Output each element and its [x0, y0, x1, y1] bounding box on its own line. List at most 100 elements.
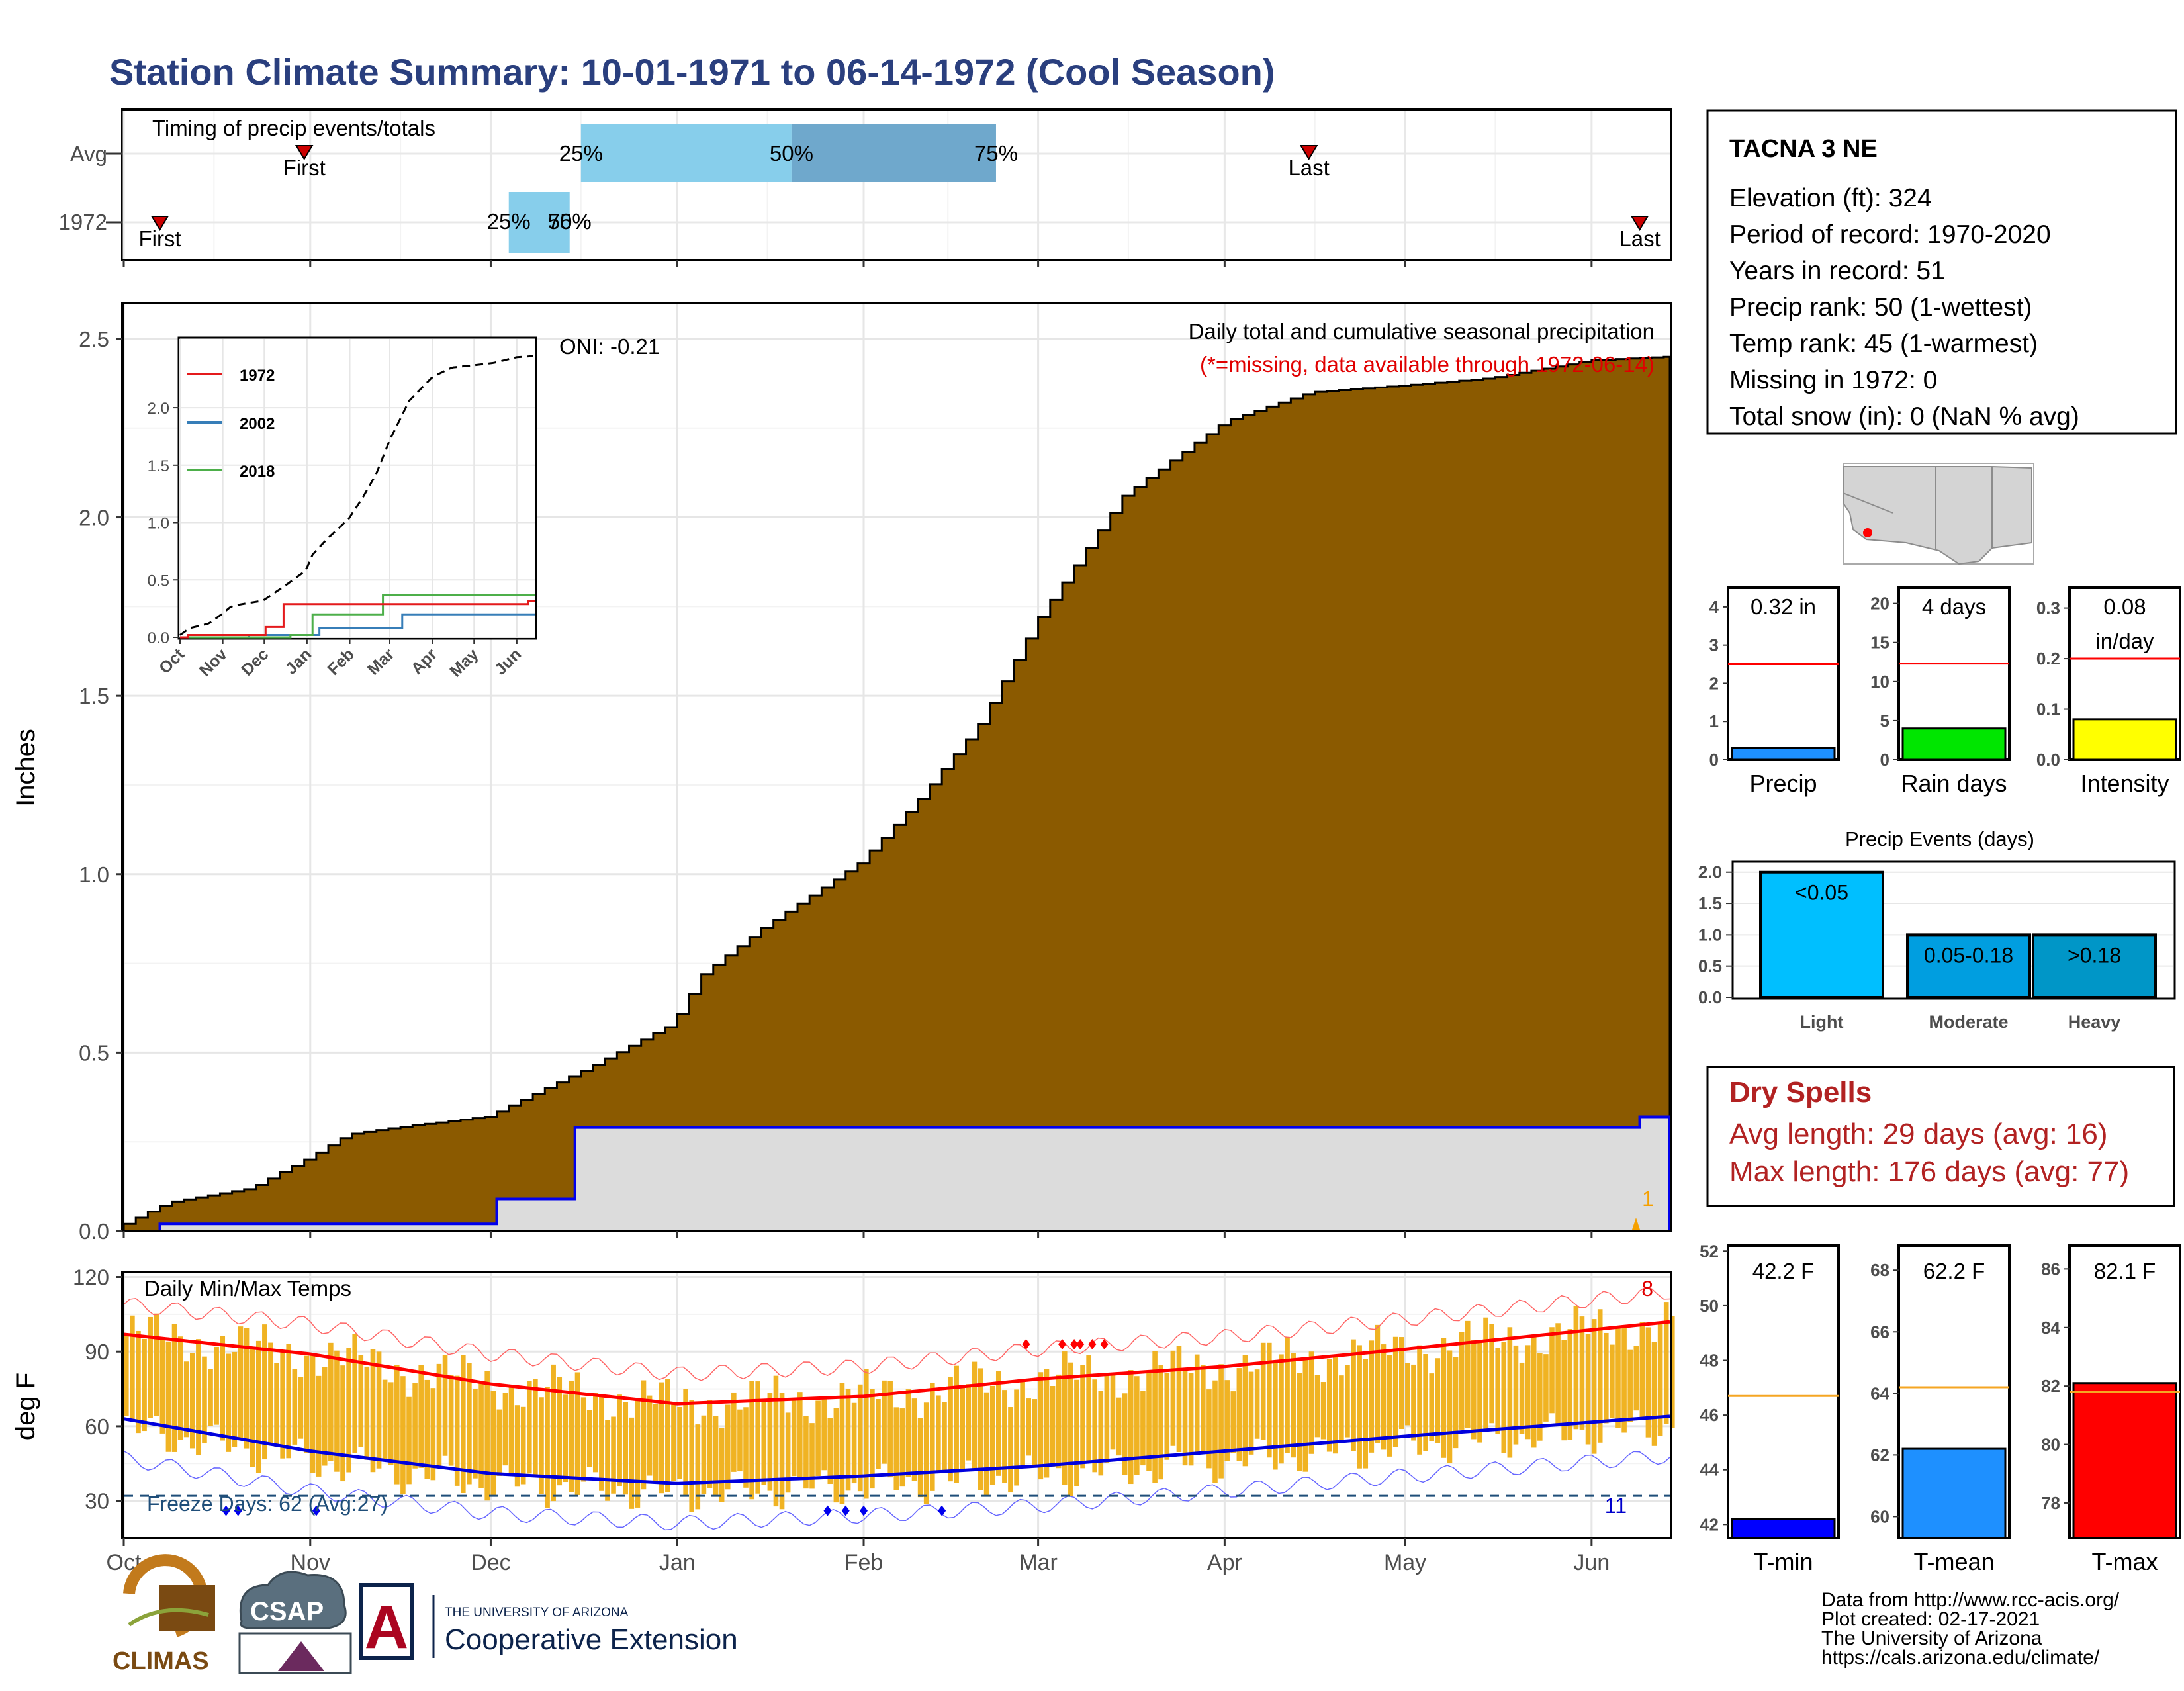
daily-temp-bar [1098, 1391, 1104, 1476]
daily-temp-bar [737, 1409, 743, 1472]
precip-bar [1731, 747, 1836, 761]
small-bar-ytick-label: 0.2 [2036, 649, 2060, 668]
t-min-chart-frame [1727, 1244, 1840, 1539]
daily-temp-bar [1164, 1373, 1170, 1460]
daily-temp-bar [1465, 1320, 1471, 1428]
temp-bar-ytick-label: 50 [1700, 1296, 1719, 1316]
daily-temp-bar [1279, 1354, 1284, 1464]
1972-first-marker [150, 216, 169, 231]
daily-temp-bar [1267, 1342, 1272, 1458]
x-axis-label: Jun [1573, 1550, 1610, 1575]
t-mean-label: T-mean [1913, 1548, 1994, 1575]
daily-temp-bar [893, 1407, 899, 1490]
daily-temp-bar [929, 1383, 935, 1491]
temp-bar-charts: 42 44 46 48 50 52 42.2 F T-min 60 62 64 66 68 62.2 F T… [1700, 1241, 2181, 1575]
daily-temp-bar [773, 1375, 779, 1507]
daily-temp-bar [467, 1363, 472, 1485]
daily-temp-bar [1441, 1338, 1447, 1458]
daily-temp-bar [1363, 1359, 1369, 1469]
daily-temp-bar [196, 1339, 201, 1455]
university-of-arizona-logo: A THE UNIVERSITY OF ARIZONA Cooperative … [359, 1583, 738, 1661]
daily-temp-bar [1128, 1370, 1134, 1485]
daily-temp-bar [1056, 1374, 1062, 1469]
small-bar-ytick-label: 15 [1870, 633, 1889, 653]
small-bar-value: 0.08 [2103, 594, 2146, 619]
daily-temp-bar [983, 1392, 989, 1496]
daily-temp-bar [611, 1416, 616, 1494]
daily-temp-bar [346, 1348, 351, 1473]
daily-temp-bar [1320, 1382, 1326, 1440]
inset-ytick-label: 1.0 [148, 515, 169, 533]
footer-line-3: The University of Arizona [1821, 1627, 2042, 1649]
daily-temp-bar [1014, 1389, 1019, 1486]
daily-temp-bar [1140, 1391, 1146, 1466]
temp-bar-ytick-label: 68 [1870, 1260, 1889, 1280]
small-bar-charts: 0 1 2 3 4 0.32 in Precip 0 5 10 15 20 4 days Rain day… [1709, 586, 2181, 797]
moderate-events-bar [1906, 933, 2031, 999]
max-record-count: 8 [1641, 1277, 1653, 1301]
daily-temp-bar [833, 1408, 839, 1503]
small-bar-value: 4 days [1922, 594, 1986, 619]
legend-2002: 2002 [240, 415, 275, 433]
daily-temp-bar [809, 1423, 815, 1489]
daily-temp-bar [424, 1379, 430, 1479]
daily-temp-bar [461, 1355, 466, 1494]
daily-temp-bar [352, 1334, 357, 1453]
daily-temp-bar [1230, 1391, 1236, 1453]
record-high-marker [1070, 1338, 1079, 1349]
inset-marks [179, 355, 535, 639]
daily-temp-bar [1291, 1353, 1296, 1458]
daily-temp-bar [1273, 1363, 1278, 1470]
daily-temp-bar [1170, 1350, 1176, 1446]
small-bar-value: 0.32 in [1751, 594, 1816, 619]
daily-temp-bar [899, 1408, 905, 1487]
daily-temp-bar [779, 1393, 785, 1510]
station-line-7: Total snow (in): 0 (NaN % avg) [1729, 402, 2079, 431]
inset-grid [179, 339, 535, 638]
daily-temp-bar [569, 1380, 574, 1492]
daily-temp-bar [689, 1400, 695, 1512]
daily-temp-bar [1483, 1317, 1488, 1432]
daily-temp-bar [1495, 1348, 1500, 1434]
temp-bar-ytick-label: 48 [1700, 1350, 1719, 1370]
climas-logo: CLIMAS [113, 1554, 215, 1675]
daily-temp-bar [623, 1402, 629, 1495]
daily-temp-bar [1453, 1357, 1459, 1449]
daily-temp-bar [1387, 1355, 1392, 1457]
daily-temp-bar [665, 1379, 670, 1492]
station-line-2: Period of record: 1970-2020 [1729, 220, 2051, 249]
precip-missing-note: (*=missing, data available through 1972-… [1200, 352, 1655, 377]
daily-temp-bar [442, 1355, 448, 1456]
moderate-events-category: Moderate [1929, 1012, 2008, 1032]
daily-temp-bar [923, 1402, 929, 1505]
daily-temp-bar [183, 1361, 189, 1438]
daily-temp-bar [1182, 1370, 1188, 1466]
inset-ytick-label: 2.0 [148, 400, 169, 418]
small-bar-ytick-label: 0 [1880, 750, 1889, 770]
1972-pct-label: 75% [548, 209, 592, 234]
daily-temp-bar [1080, 1365, 1085, 1469]
daily-temp-bar [1044, 1369, 1050, 1478]
temp-yticks: 30 60 90 120 [73, 1265, 122, 1514]
station-name: TACNA 3 NE [1729, 135, 1878, 163]
daily-temp-bar [551, 1364, 556, 1502]
daily-temp-bar [280, 1349, 285, 1459]
daily-temp-bar [1302, 1359, 1308, 1472]
daily-temp-bar [418, 1365, 424, 1468]
light-events-bar [1759, 870, 1884, 999]
daily-temp-bar [1206, 1389, 1212, 1469]
daily-temp-bar [1254, 1369, 1260, 1439]
events-ytick-label: 2.0 [1698, 862, 1722, 882]
x-axis-label: Nov [291, 1550, 330, 1575]
station-line-3: Years in record: 51 [1729, 257, 1945, 285]
daily-temp-bar [124, 1334, 129, 1416]
small-bar-label: Rain days [1901, 770, 2007, 797]
daily-temp-bar [250, 1349, 255, 1467]
daily-temp-bar [592, 1393, 598, 1473]
precip-marks [122, 355, 1671, 1232]
daily-temp-bar [972, 1361, 978, 1471]
x-axis-label: Mar [1019, 1550, 1058, 1575]
small-bar-ytick-label: 3 [1709, 635, 1719, 655]
daily-temp-bar [1621, 1326, 1627, 1433]
